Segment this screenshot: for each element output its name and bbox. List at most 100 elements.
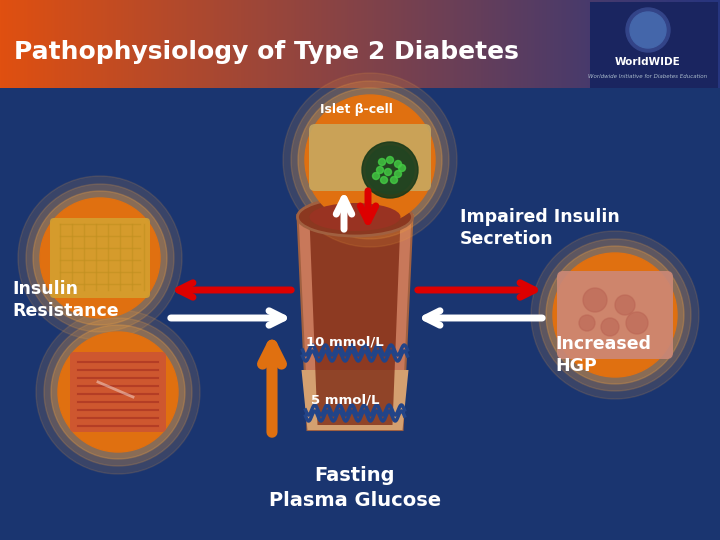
Bar <box>262 0 263 88</box>
Bar <box>507 0 508 88</box>
Bar <box>97 0 98 88</box>
Bar <box>281 0 282 88</box>
Bar <box>237 0 238 88</box>
Bar <box>417 0 418 88</box>
Bar <box>432 0 433 88</box>
Bar <box>37 0 38 88</box>
Bar <box>565 0 566 88</box>
Bar <box>345 0 346 88</box>
Bar <box>182 0 183 88</box>
Bar <box>282 0 283 88</box>
FancyBboxPatch shape <box>50 218 150 298</box>
Bar <box>712 0 713 88</box>
Bar <box>440 0 441 88</box>
Bar <box>663 0 664 88</box>
Bar <box>134 0 135 88</box>
Text: WorldWIDE: WorldWIDE <box>615 57 681 67</box>
Bar <box>266 0 267 88</box>
Bar <box>93 0 94 88</box>
Bar <box>372 0 373 88</box>
Bar <box>425 0 426 88</box>
Bar <box>106 0 107 88</box>
Bar <box>142 0 143 88</box>
Bar <box>43 0 44 88</box>
Bar <box>651 0 652 88</box>
Bar <box>309 0 310 88</box>
Bar <box>138 0 139 88</box>
Bar <box>88 0 89 88</box>
Bar <box>210 0 211 88</box>
Bar <box>83 0 84 88</box>
Bar <box>238 0 239 88</box>
Bar <box>280 0 281 88</box>
Bar <box>100 0 101 88</box>
Bar <box>467 0 468 88</box>
Bar <box>487 0 488 88</box>
Bar <box>292 0 293 88</box>
Bar <box>268 0 269 88</box>
Bar <box>89 0 90 88</box>
Bar <box>595 0 596 88</box>
Bar <box>644 0 645 88</box>
Bar <box>414 0 415 88</box>
Bar <box>434 0 435 88</box>
Bar <box>336 0 337 88</box>
Bar <box>186 0 187 88</box>
Bar <box>161 0 162 88</box>
Bar <box>42 0 43 88</box>
Bar <box>306 0 307 88</box>
Bar <box>660 0 661 88</box>
Bar <box>226 0 227 88</box>
Bar <box>157 0 158 88</box>
Bar <box>175 0 176 88</box>
Bar <box>398 0 399 88</box>
Circle shape <box>398 165 405 172</box>
Bar <box>74 0 75 88</box>
Bar <box>600 0 601 88</box>
Bar <box>544 0 545 88</box>
Bar <box>199 0 200 88</box>
Bar <box>490 0 491 88</box>
Bar <box>285 0 286 88</box>
Bar <box>316 0 317 88</box>
Polygon shape <box>310 220 400 425</box>
Circle shape <box>380 177 387 184</box>
Bar <box>220 0 221 88</box>
Bar <box>185 0 186 88</box>
Bar <box>570 0 571 88</box>
Bar <box>198 0 199 88</box>
Bar <box>249 0 250 88</box>
Bar <box>54 0 55 88</box>
Bar <box>375 0 376 88</box>
Bar <box>431 0 432 88</box>
Bar <box>445 0 446 88</box>
Bar <box>317 0 318 88</box>
Bar <box>546 0 547 88</box>
Bar <box>704 0 705 88</box>
Bar <box>497 0 498 88</box>
Bar <box>216 0 217 88</box>
Bar <box>53 0 54 88</box>
Bar <box>131 0 132 88</box>
Bar <box>194 0 195 88</box>
Bar <box>714 0 715 88</box>
Bar <box>609 0 610 88</box>
Bar <box>120 0 121 88</box>
Bar <box>672 0 673 88</box>
Bar <box>717 0 718 88</box>
FancyBboxPatch shape <box>557 271 673 359</box>
Bar <box>293 0 294 88</box>
Bar <box>623 0 624 88</box>
Bar <box>305 0 306 88</box>
Bar <box>550 0 551 88</box>
Bar <box>556 0 557 88</box>
Bar <box>476 0 477 88</box>
Bar <box>604 0 605 88</box>
Bar <box>447 0 448 88</box>
Bar <box>246 0 247 88</box>
Bar <box>327 0 328 88</box>
Bar <box>297 0 298 88</box>
Bar <box>611 0 612 88</box>
Bar <box>581 0 582 88</box>
Bar <box>492 0 493 88</box>
